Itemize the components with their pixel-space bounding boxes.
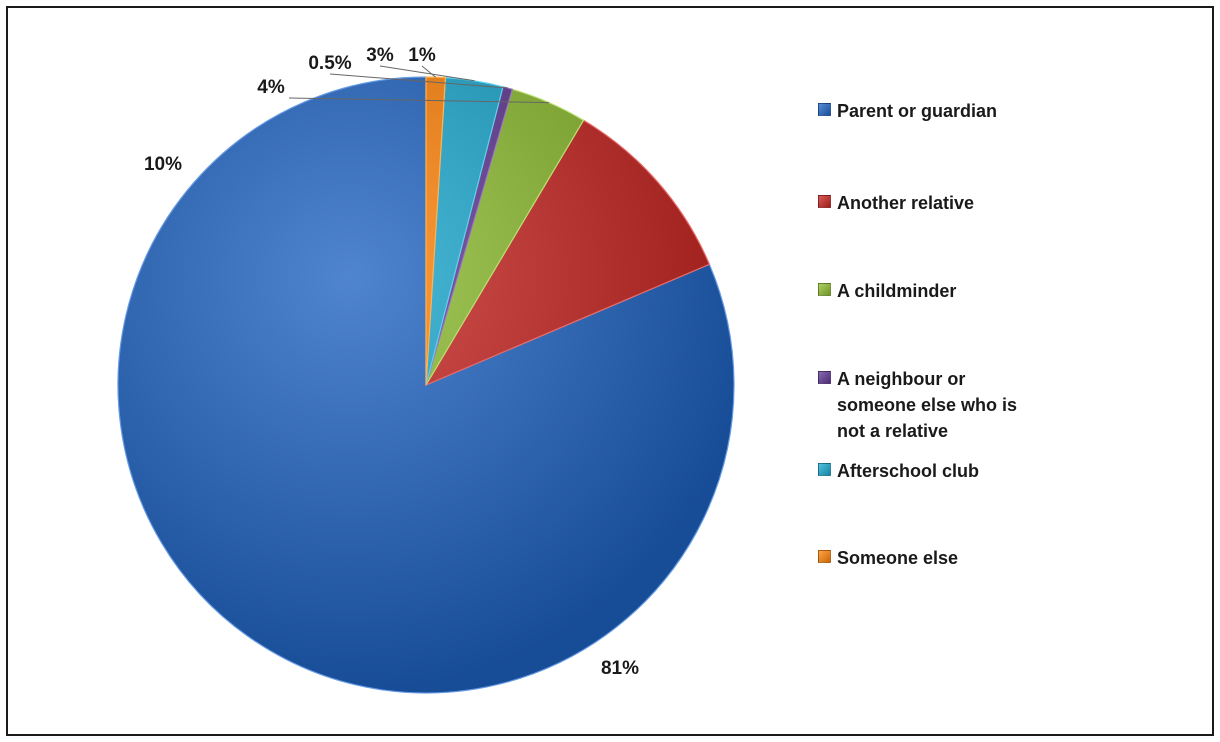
legend-label: A neighbour or someone else who is not a… bbox=[837, 369, 1018, 441]
pie-chart: 81% 10% 4% 0.5% 3% 1% bbox=[117, 45, 735, 694]
legend-item-another-relative: Another relative bbox=[818, 190, 1027, 216]
pie-slice-another-relative bbox=[424, 119, 711, 387]
pie-data-labels: 81% 10% 4% 0.5% 3% 1% bbox=[144, 45, 639, 679]
legend-item-someone-else: Someone else bbox=[818, 545, 1027, 571]
data-label-afterschool-club: 3% bbox=[366, 45, 394, 66]
data-label-someone-else: 1% bbox=[408, 45, 436, 66]
leader-line-someone-else bbox=[421, 65, 437, 78]
data-label-parent-or-guardian: 81% bbox=[601, 658, 639, 679]
leader-line-a-neighbour-or-someone-else-who-is-not-a-relative bbox=[329, 73, 508, 89]
legend-label: Someone else bbox=[837, 548, 959, 568]
legend-swatch bbox=[818, 283, 831, 296]
data-label-another-relative: 10% bbox=[144, 154, 182, 175]
legend-swatch bbox=[818, 195, 831, 208]
leader-line-afterschool-club bbox=[379, 65, 475, 82]
legend-label: Another relative bbox=[837, 193, 975, 213]
pie-slices bbox=[117, 76, 735, 694]
chart-frame: 81% 10% 4% 0.5% 3% 1% Parent or guardian Anoth… bbox=[6, 6, 1214, 736]
legend-swatch bbox=[818, 103, 831, 116]
legend-swatch bbox=[818, 550, 831, 563]
legend-swatch bbox=[818, 371, 831, 384]
legend-item-a-neighbour-or-someone-else-who-is-not-a-relative: A neighbour or someone else who is not a… bbox=[818, 366, 1027, 444]
legend-item-parent-or-guardian: Parent or guardian bbox=[818, 98, 1027, 124]
legend-item-a-childminder: A childminder bbox=[818, 278, 1027, 304]
data-label-a-neighbour-or-someone-else-who-is-not-a-relative: 0.5% bbox=[308, 53, 351, 74]
legend-item-afterschool-club: Afterschool club bbox=[818, 458, 1027, 484]
legend-label: Afterschool club bbox=[837, 461, 980, 481]
data-label-a-childminder: 4% bbox=[257, 77, 285, 98]
legend-label: Parent or guardian bbox=[837, 101, 998, 121]
leader-line-a-childminder bbox=[288, 97, 549, 104]
label-leader-lines bbox=[288, 65, 549, 104]
legend-label: A childminder bbox=[837, 281, 957, 301]
legend-swatch bbox=[818, 463, 831, 476]
